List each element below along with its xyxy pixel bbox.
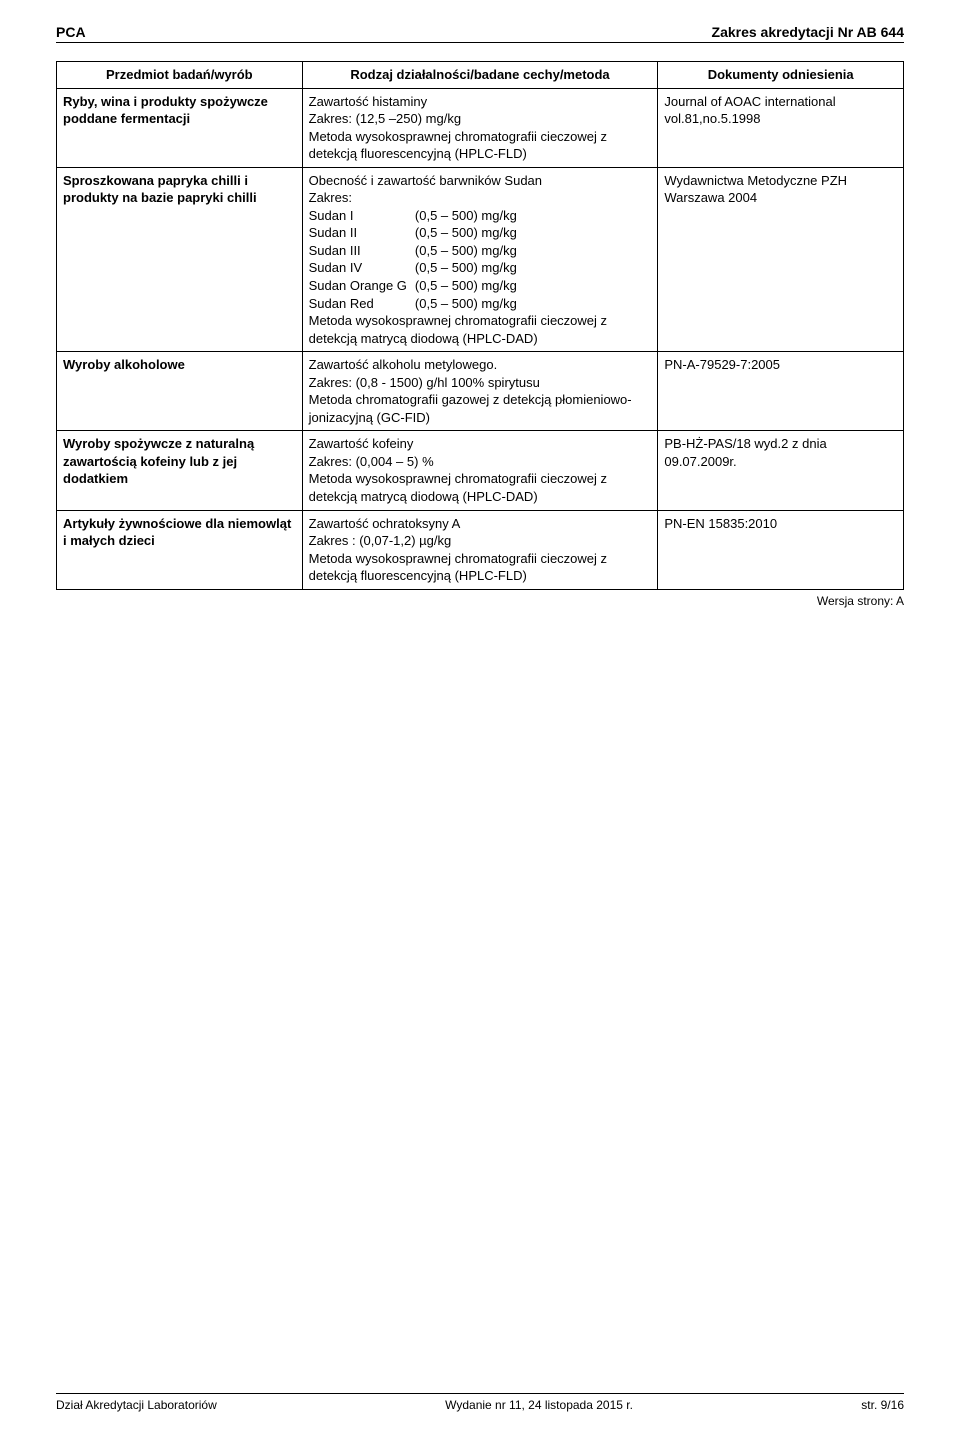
- col-header-subject: Przedmiot badań/wyrób: [57, 62, 303, 89]
- sudan-range: (0,5 – 500) mg/kg: [415, 207, 517, 225]
- footer-left: Dział Akredytacji Laboratoriów: [56, 1398, 217, 1412]
- cell-docs: Wydawnictwa Metodyczne PZH Warszawa 2004: [658, 167, 904, 351]
- cell-subject: Wyroby alkoholowe: [57, 352, 303, 431]
- method-line: Zakres: (0,8 - 1500) g/hl 100% spirytusu: [309, 374, 652, 392]
- table-row: Wyroby alkoholowe Zawartość alkoholu met…: [57, 352, 904, 431]
- method-line: Zawartość alkoholu metylowego.: [309, 356, 652, 374]
- table-row: Ryby, wina i produkty spożywcze poddane …: [57, 88, 904, 167]
- sudan-range: (0,5 – 500) mg/kg: [415, 242, 517, 260]
- method-line: Zakres : (0,07-1,2) µg/kg: [309, 532, 652, 550]
- method-line: Zakres:: [309, 189, 652, 207]
- col-header-method: Rodzaj działalności/badane cechy/metoda: [302, 62, 658, 89]
- method-line: Metoda wysokosprawnej chromatografii cie…: [309, 550, 652, 585]
- table-row: Sproszkowana papryka chilli i produkty n…: [57, 167, 904, 351]
- accreditation-table: Przedmiot badań/wyrób Rodzaj działalnośc…: [56, 61, 904, 590]
- table-row: Wyroby spożywcze z naturalną zawartością…: [57, 431, 904, 510]
- footer-right: str. 9/16: [861, 1398, 904, 1412]
- sudan-range: (0,5 – 500) mg/kg: [415, 259, 517, 277]
- sudan-range: (0,5 – 500) mg/kg: [415, 224, 517, 242]
- sudan-name: Sudan Orange G: [309, 277, 407, 295]
- sudan-name: Sudan III: [309, 242, 407, 260]
- cell-subject: Wyroby spożywcze z naturalną zawartością…: [57, 431, 303, 510]
- method-line: Zakres: (0,004 – 5) %: [309, 453, 652, 471]
- method-line: Zawartość histaminy: [309, 93, 652, 111]
- cell-docs: PN-A-79529-7:2005: [658, 352, 904, 431]
- sudan-name: Sudan I: [309, 207, 407, 225]
- cell-subject: Ryby, wina i produkty spożywcze poddane …: [57, 88, 303, 167]
- page-footer: Dział Akredytacji Laboratoriów Wydanie n…: [56, 1393, 904, 1412]
- sudan-name: Sudan IV: [309, 259, 407, 277]
- cell-method: Obecność i zawartość barwników Sudan Zak…: [302, 167, 658, 351]
- method-line: Metoda chromatografii gazowej z detekcją…: [309, 391, 652, 426]
- cell-method: Zawartość kofeiny Zakres: (0,004 – 5) % …: [302, 431, 658, 510]
- cell-subject: Artykuły żywnościowe dla niemowląt i mał…: [57, 510, 303, 589]
- header-right: Zakres akredytacji Nr AB 644: [712, 24, 904, 40]
- cell-docs: PB-HŻ-PAS/18 wyd.2 z dnia 09.07.2009r.: [658, 431, 904, 510]
- sudan-list: Sudan I (0,5 – 500) mg/kg Sudan II (0,5 …: [309, 207, 517, 312]
- cell-docs: Journal of AOAC international vol.81,no.…: [658, 88, 904, 167]
- cell-subject: Sproszkowana papryka chilli i produkty n…: [57, 167, 303, 351]
- method-line: Metoda wysokosprawnej chromatografii cie…: [309, 470, 652, 505]
- cell-method: Zawartość histaminy Zakres: (12,5 –250) …: [302, 88, 658, 167]
- sudan-name: Sudan II: [309, 224, 407, 242]
- method-line: Zawartość kofeiny: [309, 435, 652, 453]
- footer-center: Wydanie nr 11, 24 listopada 2015 r.: [445, 1398, 633, 1412]
- cell-docs: PN-EN 15835:2010: [658, 510, 904, 589]
- method-line: Zakres: (12,5 –250) mg/kg: [309, 110, 652, 128]
- method-line: Metoda wysokosprawnej chromatografii cie…: [309, 128, 652, 163]
- cell-method: Zawartość ochratoksyny A Zakres : (0,07-…: [302, 510, 658, 589]
- version-label: Wersja strony: A: [56, 594, 904, 608]
- page-header: PCA Zakres akredytacji Nr AB 644: [56, 24, 904, 43]
- cell-method: Zawartość alkoholu metylowego. Zakres: (…: [302, 352, 658, 431]
- sudan-name: Sudan Red: [309, 295, 407, 313]
- method-line: Obecność i zawartość barwników Sudan: [309, 172, 652, 190]
- method-line: Zawartość ochratoksyny A: [309, 515, 652, 533]
- col-header-docs: Dokumenty odniesienia: [658, 62, 904, 89]
- header-left: PCA: [56, 24, 86, 40]
- table-header-row: Przedmiot badań/wyrób Rodzaj działalnośc…: [57, 62, 904, 89]
- table-row: Artykuły żywnościowe dla niemowląt i mał…: [57, 510, 904, 589]
- method-line: Metoda wysokosprawnej chromatografii cie…: [309, 312, 652, 347]
- sudan-range: (0,5 – 500) mg/kg: [415, 277, 517, 295]
- sudan-range: (0,5 – 500) mg/kg: [415, 295, 517, 313]
